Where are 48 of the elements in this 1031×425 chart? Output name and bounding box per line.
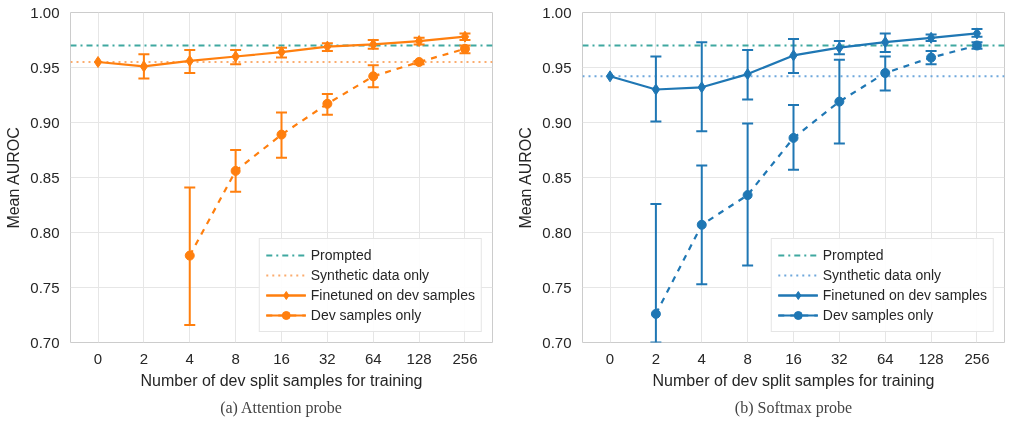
y-tick-label: 0.70 (542, 333, 572, 351)
y-tick-label: 0.80 (30, 223, 60, 241)
text: (b) Softmax probe (734, 398, 853, 417)
y-tick-label: 0.80 (542, 223, 572, 241)
point (93, 56, 103, 68)
x-tick-label: 0 (93, 349, 103, 367)
y-tick-label: 0.75 (30, 278, 60, 296)
x-tick-label: 2 (651, 349, 661, 367)
legend-label: Dev samples only (310, 306, 422, 324)
x-tick-label: 256 (964, 349, 990, 367)
y-tick-label: 0.90 (542, 113, 572, 131)
x-axis-title: Number of dev split samples for training (140, 371, 423, 389)
y-tick-label: 0.95 (30, 58, 60, 76)
y-tick-label: 0.85 (542, 168, 572, 186)
y-tick-label: 0.75 (542, 278, 572, 296)
x-tick-label: 2 (139, 349, 149, 367)
y-tick-label: 0.70 (30, 333, 60, 351)
y-tick-label: 0.95 (542, 58, 572, 76)
y-tick-label: 1.00 (30, 3, 60, 21)
y-axis-title: Mean AUROC (5, 127, 23, 229)
y-axis-title: Mean AUROC (517, 127, 535, 229)
x-tick-label: 64 (876, 349, 894, 367)
x-tick-label: 4 (185, 349, 194, 367)
point (605, 70, 615, 83)
y-tick-label: 0.85 (30, 168, 60, 186)
text: (a) Attention probe (220, 398, 342, 417)
x-tick-label: 16 (785, 349, 802, 367)
legend-label: Finetuned on dev samples (310, 286, 475, 304)
x-tick-label: 16 (273, 349, 290, 367)
x-tick-label: 0 (605, 349, 615, 367)
legend-label: Finetuned on dev samples (822, 286, 987, 304)
x-tick-label: 8 (743, 349, 752, 367)
x-tick-label: 64 (364, 349, 382, 367)
x-tick-label: 8 (231, 349, 240, 367)
y-tick-label: 1.00 (542, 3, 572, 21)
x-tick-label: 32 (831, 349, 848, 367)
x-tick-label: 256 (452, 349, 478, 367)
legend-label: Prompted (310, 246, 372, 264)
legend-label: Synthetic data only (822, 266, 942, 284)
x-axis-title: Number of dev split samples for training (652, 371, 935, 389)
legend-label: Synthetic data only (310, 266, 430, 284)
legend-label: Dev samples only (822, 306, 934, 324)
x-tick-label: 4 (697, 349, 706, 367)
x-tick-label: 128 (918, 349, 944, 367)
legend-label: Prompted (822, 246, 884, 264)
x-tick-label: 128 (406, 349, 432, 367)
y-tick-label: 0.90 (30, 113, 60, 131)
x-tick-label: 32 (319, 349, 336, 367)
